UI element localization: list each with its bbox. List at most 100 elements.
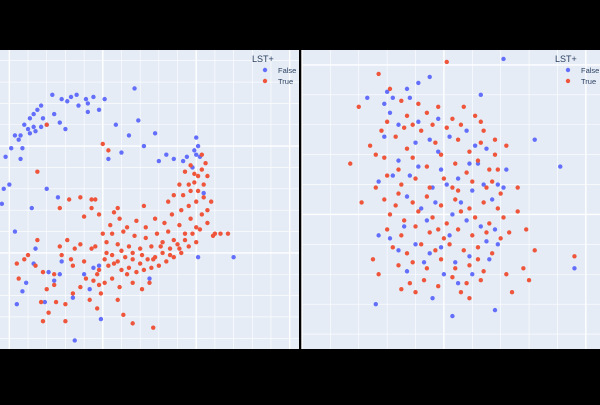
scatter-point-true bbox=[458, 289, 464, 295]
scatter-point-true bbox=[478, 140, 483, 145]
scatter-point-false bbox=[91, 94, 96, 100]
scatter-point-false bbox=[194, 152, 199, 157]
scatter-point-true bbox=[180, 193, 186, 198]
scatter-point-true bbox=[89, 205, 94, 211]
scatter-point-true bbox=[96, 282, 102, 288]
scatter-point-false bbox=[46, 269, 51, 275]
scatter-point-true bbox=[526, 278, 532, 283]
scatter-point-true bbox=[115, 297, 120, 303]
scatter-point-true bbox=[455, 227, 461, 232]
scatter-point-true bbox=[164, 259, 169, 264]
scatter-point-false bbox=[416, 119, 421, 124]
scatter-point-true bbox=[382, 155, 387, 160]
scatter-point-true bbox=[501, 215, 506, 220]
scatter-point-true bbox=[376, 71, 381, 77]
scatter-point-false bbox=[436, 116, 441, 121]
scatter-point-true bbox=[201, 182, 206, 187]
scatter-point-true bbox=[194, 225, 199, 230]
scatter-point-true bbox=[433, 140, 438, 145]
scatter-point-false bbox=[450, 212, 455, 217]
scatter-point-false bbox=[433, 200, 438, 205]
scatter-point-true bbox=[186, 182, 191, 187]
scatter-point-true bbox=[130, 250, 135, 256]
gridlines bbox=[301, 50, 600, 349]
scatter-point-true bbox=[401, 125, 407, 130]
scatter-point-true bbox=[192, 180, 197, 185]
scatter-point-false bbox=[156, 158, 162, 164]
scatter-point-false bbox=[14, 301, 20, 307]
scatter-point-false bbox=[504, 167, 509, 172]
scatter-point-true bbox=[89, 197, 94, 202]
scatter-point-true bbox=[413, 224, 418, 229]
scatter-point-false bbox=[33, 128, 38, 134]
scatter-point-false bbox=[171, 156, 176, 162]
legend-label-false: False bbox=[581, 66, 599, 75]
scatter-point-true bbox=[504, 143, 509, 148]
scatter-point-true bbox=[165, 229, 171, 234]
legend-marker-true bbox=[262, 78, 268, 84]
scatter-point-false bbox=[404, 269, 410, 274]
scatter-point-true bbox=[158, 244, 163, 249]
scatter-point-true bbox=[70, 291, 76, 296]
scatter-point-false bbox=[390, 95, 396, 101]
scatter-point-false bbox=[492, 227, 498, 232]
scatter-point-true bbox=[438, 152, 444, 157]
scatter-point-false bbox=[467, 254, 472, 259]
scatter-point-false bbox=[458, 200, 464, 205]
scatter-point-true bbox=[115, 242, 120, 247]
scatter-point-false bbox=[152, 131, 158, 136]
scatter-point-false bbox=[558, 164, 563, 169]
scatter-point-true bbox=[410, 200, 415, 205]
scatter-point-true bbox=[119, 248, 124, 253]
scatter-point-true bbox=[393, 134, 398, 139]
scatter-point-true bbox=[489, 251, 495, 256]
scatter-point-false bbox=[76, 103, 81, 108]
scatter-point-true bbox=[139, 252, 145, 258]
scatter-point-false bbox=[373, 301, 378, 307]
scatter-point-true bbox=[438, 203, 444, 208]
scatter-point-true bbox=[96, 267, 102, 273]
legend-marker-false bbox=[262, 67, 268, 73]
scatter-point-true bbox=[44, 287, 49, 292]
scatter-point-true bbox=[139, 287, 145, 292]
scatter-point-false bbox=[50, 92, 55, 98]
scatter-point-true bbox=[134, 269, 139, 275]
scatter-point-true bbox=[63, 319, 68, 324]
scatter-point-true bbox=[182, 237, 188, 243]
scatter-point-true bbox=[475, 158, 481, 163]
scatter-point-true bbox=[487, 221, 492, 226]
scatter-point-true bbox=[162, 220, 167, 226]
scatter-point-true bbox=[167, 252, 173, 258]
scatter-point-true bbox=[151, 257, 156, 262]
scatter-point-true bbox=[126, 244, 132, 249]
scatter-point-false bbox=[365, 95, 370, 101]
scatter-point-false bbox=[0, 201, 5, 206]
scatter-point-false bbox=[85, 109, 91, 115]
scatter-point-true bbox=[484, 185, 489, 190]
scatter-point-true bbox=[399, 233, 404, 238]
scatter-point-true bbox=[182, 169, 188, 174]
scatter-point-false bbox=[231, 254, 236, 260]
scatter-point-true bbox=[179, 207, 184, 213]
legend-title: LST+ bbox=[555, 54, 577, 64]
scatter-point-false bbox=[57, 120, 62, 125]
scatter-point-true bbox=[450, 116, 455, 121]
scatter-point-true bbox=[450, 275, 455, 280]
scatter-point-true bbox=[427, 185, 432, 190]
scatter-point-true bbox=[524, 227, 529, 232]
scatter-point-true bbox=[94, 306, 100, 311]
scatter-point-true bbox=[44, 122, 49, 127]
scatter-point-false bbox=[147, 276, 152, 281]
scatter-point-false bbox=[96, 107, 102, 113]
scatter-point-true bbox=[130, 257, 135, 262]
scatter-point-false bbox=[416, 80, 421, 86]
scatter-point-false bbox=[427, 74, 432, 80]
scatter-point-false bbox=[404, 194, 410, 199]
scatter-point-true bbox=[495, 206, 501, 211]
scatter-point-true bbox=[441, 176, 447, 181]
scatter-point-true bbox=[98, 291, 104, 296]
scatter-point-false bbox=[27, 131, 33, 136]
plot-area bbox=[302, 50, 600, 349]
scatter-point-true bbox=[199, 167, 205, 172]
